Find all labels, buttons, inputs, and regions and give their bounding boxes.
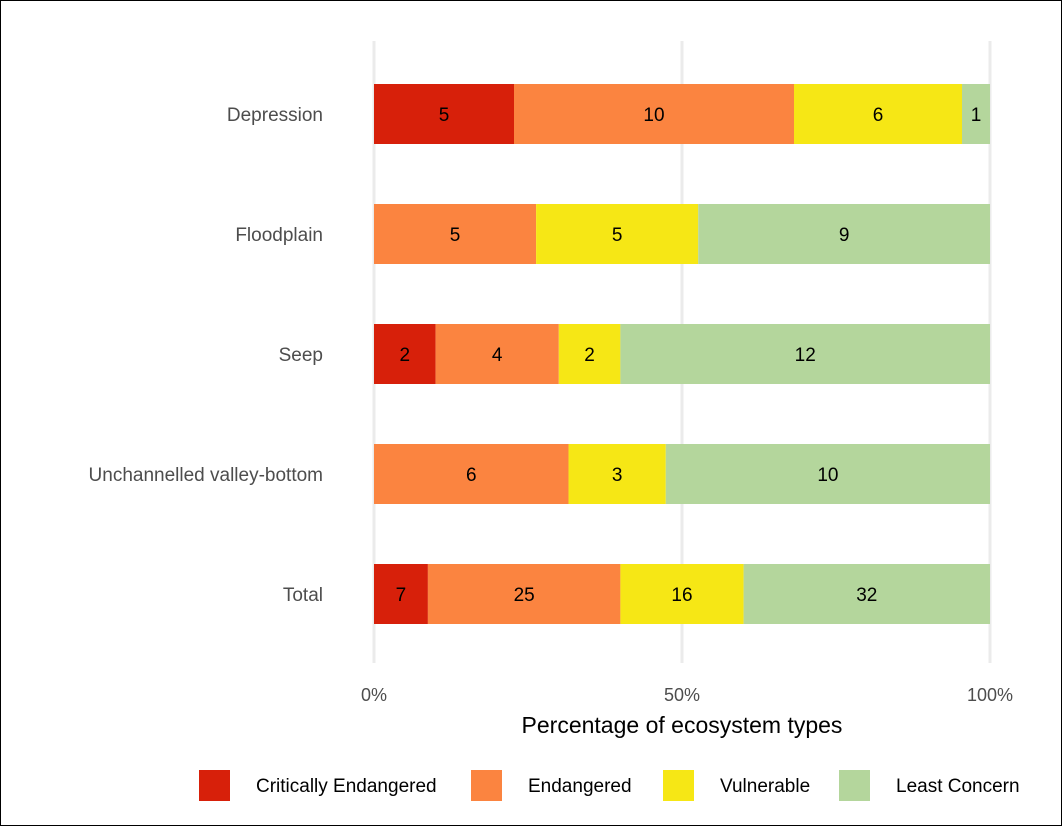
legend-swatch xyxy=(471,770,502,801)
bar-segment xyxy=(794,84,962,144)
bar-segment xyxy=(374,564,428,624)
bar-segment xyxy=(743,564,990,624)
bar-segment xyxy=(665,444,990,504)
data-label: 5 xyxy=(450,225,461,246)
data-label: 10 xyxy=(643,105,664,126)
data-label: 5 xyxy=(612,225,623,246)
legend-label: Vulnerable xyxy=(720,776,810,797)
data-label: 16 xyxy=(671,585,692,606)
bar-segment xyxy=(558,324,621,384)
bar-segment xyxy=(374,84,514,144)
category-labels: Depression Floodplain Seep Unchannelled val… xyxy=(89,105,323,606)
category-label: Total xyxy=(283,585,323,606)
bar-segment xyxy=(435,324,559,384)
bar-segment xyxy=(374,324,436,384)
data-label: 6 xyxy=(466,465,477,486)
category-label: Seep xyxy=(279,345,323,366)
legend-label: Endangered xyxy=(528,776,632,797)
x-tick-labels: 0% 50% 100% xyxy=(361,685,1013,705)
legend-swatch xyxy=(199,770,230,801)
bar-segment xyxy=(536,204,699,264)
bar-segment xyxy=(620,564,744,624)
category-label: Floodplain xyxy=(235,225,323,246)
bar-segment xyxy=(620,324,990,384)
bar-segment xyxy=(374,444,569,504)
data-label: 25 xyxy=(514,585,535,606)
x-tick-label: 0% xyxy=(361,685,387,705)
bar-segment xyxy=(962,84,990,144)
data-label: 9 xyxy=(839,225,850,246)
data-label: 5 xyxy=(439,105,450,126)
category-label: Depression xyxy=(227,105,323,126)
bar-segment xyxy=(427,564,621,624)
data-label: 3 xyxy=(612,465,623,486)
x-tick-label: 50% xyxy=(664,685,700,705)
legend: Critically Endangered Endangered Vulnerabl… xyxy=(199,770,1020,801)
legend-swatch xyxy=(839,770,870,801)
category-label: Unchannelled valley-bottom xyxy=(89,465,323,486)
bar-segment xyxy=(514,84,794,144)
data-label: 12 xyxy=(795,345,816,366)
data-label: 1 xyxy=(971,105,982,126)
data-label: 6 xyxy=(873,105,884,126)
data-label: 2 xyxy=(400,345,411,366)
data-label: 32 xyxy=(856,585,877,606)
x-axis-title: Percentage of ecosystem types xyxy=(522,712,843,738)
data-label: 10 xyxy=(817,465,838,486)
bars: 5 10 6 1 5 5 9 2 4 2 12 6 3 10 7 25 16 32 xyxy=(374,84,990,624)
data-label: 4 xyxy=(492,345,503,366)
bar-segment xyxy=(698,204,990,264)
data-label: 7 xyxy=(396,585,407,606)
data-label: 2 xyxy=(584,345,595,366)
legend-label: Least Concern xyxy=(896,776,1020,797)
x-tick-label: 100% xyxy=(967,685,1013,705)
bar-segment xyxy=(374,204,537,264)
legend-swatch xyxy=(663,770,694,801)
legend-label: Critically Endangered xyxy=(256,776,437,797)
bar-segment xyxy=(568,444,666,504)
